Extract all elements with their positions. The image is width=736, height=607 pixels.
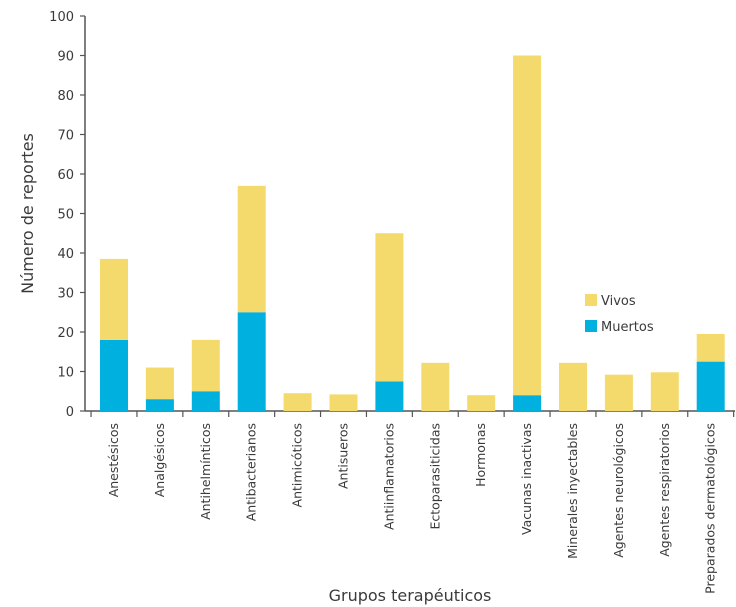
bar-vivos: [329, 394, 358, 411]
y-tick-label: 90: [57, 50, 74, 65]
y-tick-label: 20: [57, 326, 74, 341]
bar-vivos: [467, 395, 496, 411]
legend-label-muertos: Muertos: [601, 320, 654, 335]
x-tick-label: Minerales inyectables: [565, 423, 580, 559]
y-tick-label: 70: [57, 129, 74, 144]
bar-vivos: [191, 339, 220, 392]
y-tick-label: 40: [57, 247, 74, 262]
x-tick-label: Hormonas: [473, 423, 488, 487]
bar-vivos: [604, 374, 633, 411]
y-tick-label: 0: [66, 405, 74, 420]
y-tick-label: 10: [57, 366, 74, 381]
x-tick-label: Antisueros: [336, 423, 351, 489]
bar-muertos: [237, 312, 266, 411]
x-tick-label: Analgésicos: [152, 423, 167, 497]
x-tick-label: Ectoparasiticidas: [427, 423, 442, 530]
x-tick-label: Antiinflamatorios: [381, 423, 396, 530]
bar-vivos: [145, 367, 174, 400]
bar-vivos: [421, 362, 450, 411]
legend-swatch-vivos: [585, 294, 597, 306]
x-tick-label: Anestésicos: [106, 423, 121, 497]
y-tick-label: 50: [57, 208, 74, 223]
y-tick-label: 30: [57, 287, 74, 302]
legend-label-vivos: Vivos: [601, 294, 636, 309]
bar-muertos: [145, 399, 174, 411]
bar-vivos: [559, 362, 587, 411]
x-tick-label: Antihelmínticos: [198, 423, 213, 520]
x-tick-label: Vacunas inactivas: [519, 423, 534, 535]
bar-vivos: [100, 258, 128, 340]
x-tick-label: Antimicóticos: [290, 423, 305, 507]
bar-muertos: [100, 339, 128, 411]
bar-vivos: [513, 55, 542, 396]
bar-vivos: [237, 185, 266, 313]
bar-vivos: [696, 333, 725, 362]
bar-muertos: [191, 391, 220, 411]
x-tick-label: Agentes neurológicos: [611, 423, 626, 558]
bar-muertos: [696, 361, 725, 411]
y-tick-label: 60: [57, 168, 74, 183]
x-tick-label: Agentes respiratorios: [657, 423, 672, 557]
bar-vivos: [283, 393, 312, 411]
x-axis-title: Grupos terapéuticos: [329, 586, 492, 605]
x-tick-label: Preparados dermatológicos: [703, 423, 718, 594]
y-tick-label: 100: [49, 10, 74, 25]
bar-vivos: [375, 233, 404, 382]
y-axis-title: Número de reportes: [18, 133, 37, 294]
bar-vivos: [650, 372, 679, 411]
y-tick-label: 80: [57, 89, 74, 104]
bar-muertos: [513, 395, 542, 411]
x-tick-label: Antibacterianos: [244, 423, 259, 521]
legend-swatch-muertos: [585, 320, 597, 332]
bar-muertos: [375, 381, 404, 411]
